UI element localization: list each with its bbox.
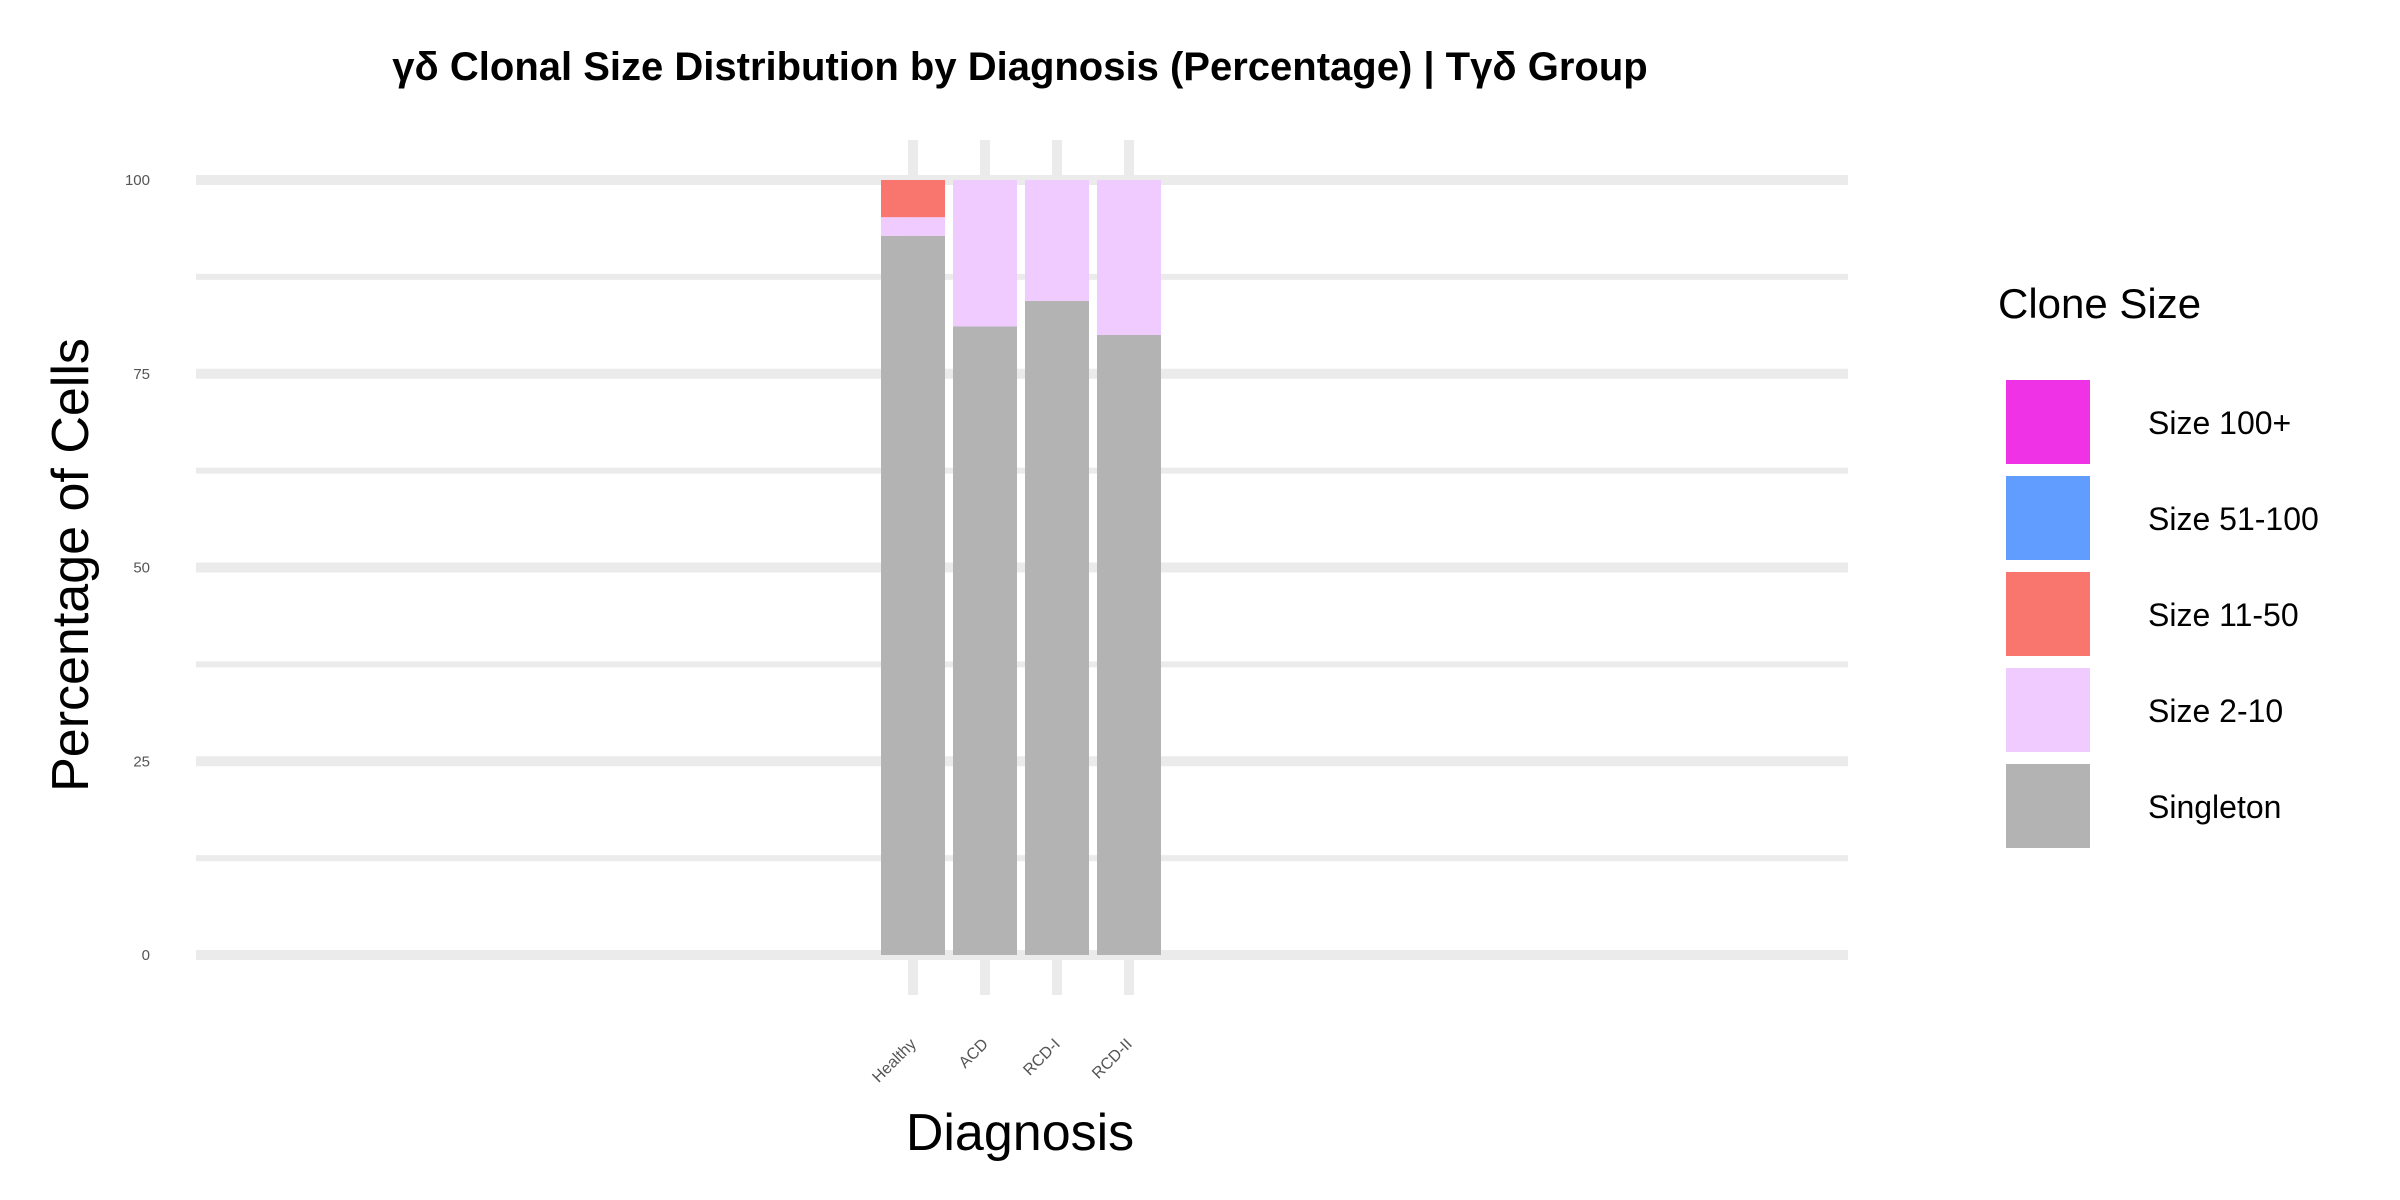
plot-grid (196, 140, 1848, 995)
y-tick-label: 100 (125, 172, 150, 189)
legend-swatch (2006, 764, 2090, 848)
bar-segment-size-2-10-healthy (881, 217, 945, 236)
y-tick-label: 0 (142, 947, 150, 964)
bar-segment-singleton-healthy (881, 235, 945, 956)
legend-label: Size 100+ (2148, 405, 2291, 441)
bar-segment-size-11-50-healthy (881, 180, 945, 218)
legend-swatch (2006, 668, 2090, 752)
plot-bars (881, 180, 1161, 956)
x-axis-ticks: Healthy ACD RCD-I RCD-II (869, 1036, 1135, 1086)
y-axis-ticks: 0 25 50 75 100 (125, 172, 150, 964)
y-tick-label: 75 (133, 366, 150, 383)
legend-label: Size 11-50 (2148, 597, 2299, 633)
bar-segment-singleton-acd (953, 326, 1017, 956)
chart-title: γδ Clonal Size Distribution by Diagnosis… (392, 45, 1647, 89)
legend-swatch (2006, 476, 2090, 560)
legend-label: Size 2-10 (2148, 693, 2283, 729)
bar-segment-size-2-10-rcd-ii (1097, 180, 1161, 335)
legend-label: Singleton (2148, 789, 2281, 825)
legend-title: Clone Size (1998, 280, 2201, 327)
x-tick-label: ACD (956, 1036, 992, 1072)
bar-segment-singleton-rcd-i (1025, 300, 1089, 955)
x-tick-label: RCD-II (1089, 1036, 1136, 1083)
x-tick-label: RCD-I (1020, 1036, 1063, 1079)
y-axis-title: Percentage of Cells (42, 338, 100, 792)
bar-segment-size-2-10-rcd-i (1025, 180, 1089, 301)
x-tick-label: Healthy (869, 1036, 919, 1086)
legend-swatch (2006, 380, 2090, 464)
y-tick-label: 25 (133, 753, 150, 770)
bar-segment-singleton-rcd-ii (1097, 335, 1161, 955)
legend-label: Size 51-100 (2148, 501, 2319, 537)
legend-swatch (2006, 572, 2090, 656)
y-tick-label: 50 (133, 560, 150, 577)
x-axis-title: Diagnosis (906, 1104, 1134, 1162)
bar-segment-size-2-10-acd (953, 180, 1017, 327)
legend: Size 100+ Size 51-100 Size 11-50 Size 2-10 S… (2006, 380, 2319, 848)
